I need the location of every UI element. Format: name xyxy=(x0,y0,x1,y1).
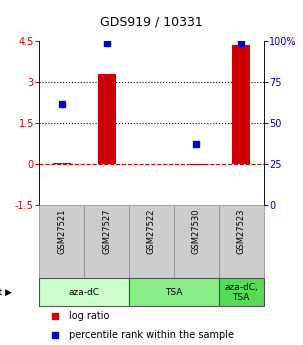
Text: aza-dC,
TSA: aza-dC, TSA xyxy=(224,283,258,302)
Bar xyxy=(39,278,129,306)
Text: log ratio: log ratio xyxy=(68,311,109,321)
Bar xyxy=(219,278,264,306)
Text: percentile rank within the sample: percentile rank within the sample xyxy=(68,330,234,340)
Text: agent ▶: agent ▶ xyxy=(0,288,12,297)
Text: GSM27527: GSM27527 xyxy=(102,209,111,254)
Text: aza-dC: aza-dC xyxy=(69,288,100,297)
Text: TSA: TSA xyxy=(165,288,183,297)
Bar xyxy=(98,74,116,164)
Bar xyxy=(174,205,219,278)
Bar xyxy=(187,164,205,166)
Text: GSM27523: GSM27523 xyxy=(237,209,246,254)
Bar xyxy=(84,205,129,278)
Text: GSM27521: GSM27521 xyxy=(57,209,66,254)
Bar xyxy=(129,278,219,306)
Bar xyxy=(129,205,174,278)
Text: GSM27530: GSM27530 xyxy=(192,209,201,254)
Bar xyxy=(232,46,250,164)
Text: GSM27522: GSM27522 xyxy=(147,209,156,254)
Bar xyxy=(53,163,71,164)
Text: GDS919 / 10331: GDS919 / 10331 xyxy=(100,16,203,29)
Bar xyxy=(39,205,84,278)
Bar xyxy=(219,205,264,278)
